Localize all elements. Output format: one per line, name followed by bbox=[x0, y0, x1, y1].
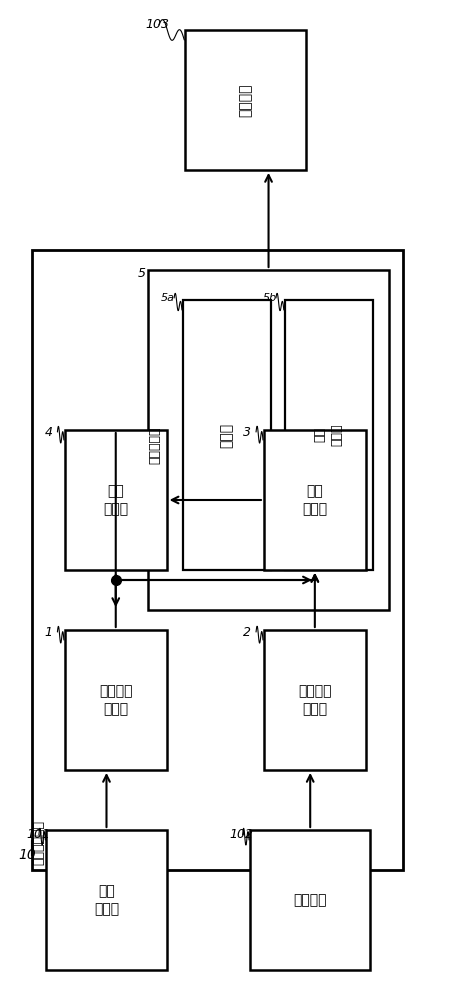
Text: 显示
控制部: 显示 控制部 bbox=[103, 484, 128, 516]
Text: 5b: 5b bbox=[263, 293, 277, 303]
Text: 显示部: 显示部 bbox=[220, 422, 234, 448]
Text: 4: 4 bbox=[44, 426, 52, 438]
FancyBboxPatch shape bbox=[264, 430, 366, 570]
Text: 车内
摄像头: 车内 摄像头 bbox=[94, 884, 119, 916]
Text: 102: 102 bbox=[230, 828, 254, 842]
Text: 图像
生成部: 图像 生成部 bbox=[302, 484, 327, 516]
FancyBboxPatch shape bbox=[46, 830, 167, 970]
FancyBboxPatch shape bbox=[285, 300, 373, 570]
FancyBboxPatch shape bbox=[148, 270, 389, 610]
Text: 2: 2 bbox=[243, 626, 251, 639]
Text: 5a: 5a bbox=[161, 293, 175, 303]
Text: 5: 5 bbox=[138, 267, 146, 280]
FancyBboxPatch shape bbox=[32, 250, 403, 870]
Text: 103: 103 bbox=[146, 18, 170, 31]
Text: 车辆信息
获取部: 车辆信息 获取部 bbox=[298, 684, 332, 716]
Text: 101: 101 bbox=[26, 828, 50, 842]
FancyBboxPatch shape bbox=[185, 30, 306, 170]
FancyBboxPatch shape bbox=[183, 300, 271, 570]
Text: 车内网络: 车内网络 bbox=[294, 893, 327, 907]
Text: 3: 3 bbox=[243, 426, 251, 438]
Text: 立体显示装置: 立体显示装置 bbox=[33, 820, 46, 865]
FancyBboxPatch shape bbox=[65, 630, 167, 770]
Text: 位置信息
获取部: 位置信息 获取部 bbox=[99, 684, 132, 716]
FancyBboxPatch shape bbox=[264, 630, 366, 770]
Text: 图像
分离部: 图像 分离部 bbox=[314, 424, 344, 446]
Text: 图像显示部: 图像显示部 bbox=[149, 426, 162, 464]
Text: 挡风玻璃: 挡风玻璃 bbox=[238, 83, 252, 117]
FancyBboxPatch shape bbox=[250, 830, 370, 970]
FancyBboxPatch shape bbox=[65, 430, 167, 570]
Text: 10: 10 bbox=[19, 848, 36, 862]
Text: 1: 1 bbox=[44, 626, 52, 639]
